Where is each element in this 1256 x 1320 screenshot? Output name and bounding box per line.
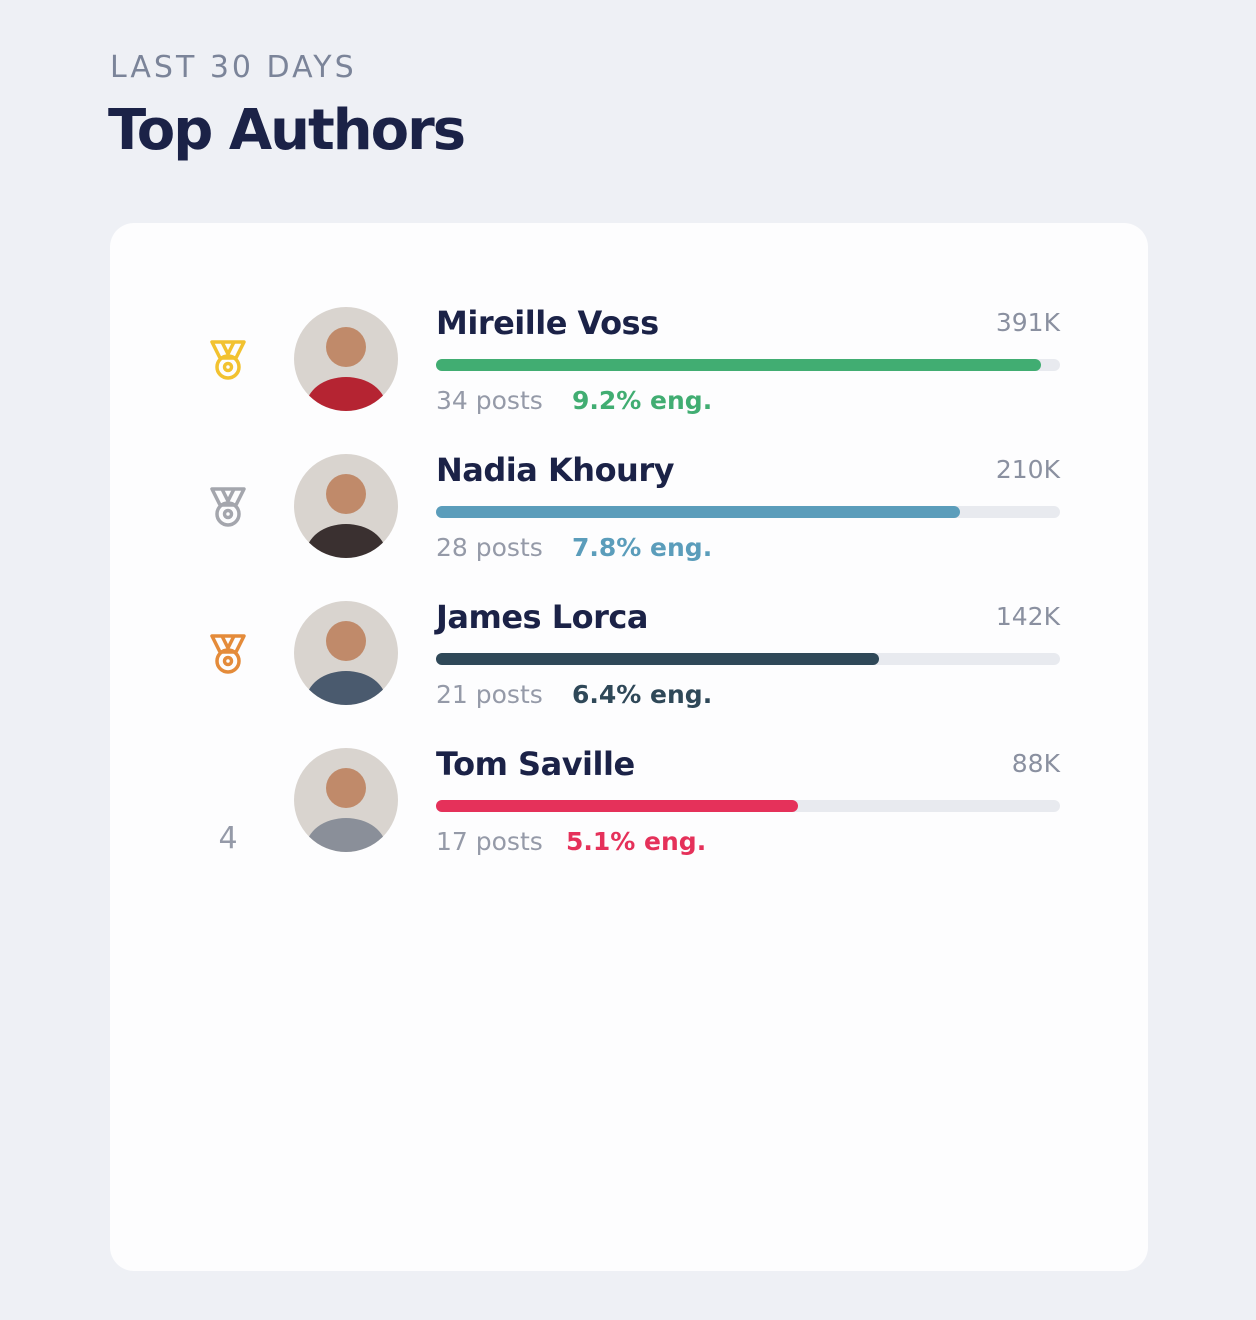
engagement: 5.1% eng. (566, 827, 707, 856)
reach: 142K (995, 602, 1060, 631)
bar (436, 800, 798, 812)
author-name: James Lorca (436, 598, 648, 636)
card (110, 223, 1148, 1271)
rank: 4 (218, 821, 238, 856)
medal-icon (210, 487, 246, 527)
bar (436, 653, 880, 665)
author-name: Nadia Khoury (436, 451, 674, 489)
posts: 17 posts (436, 827, 543, 856)
engagement: 7.8% eng. (572, 533, 713, 562)
medal-icon (210, 340, 246, 380)
medal-icon (210, 634, 246, 674)
reach: 210K (995, 455, 1060, 484)
reach: 88K (1011, 749, 1060, 778)
avatar (294, 307, 398, 411)
avatar (294, 454, 398, 558)
engagement: 9.2% eng. (572, 386, 713, 415)
author-name: Tom Saville (436, 745, 635, 783)
posts: 34 posts (436, 386, 543, 415)
title: Top Authors (108, 98, 466, 163)
avatar (294, 748, 398, 852)
bar (436, 359, 1042, 371)
author-name: Mireille Voss (436, 304, 659, 342)
engagement: 6.4% eng. (572, 680, 713, 709)
bar (436, 506, 961, 518)
posts: 28 posts (436, 533, 543, 562)
avatar (294, 601, 398, 705)
reach: 391K (995, 308, 1060, 337)
eyebrow: LAST 30 DAYS (110, 50, 357, 85)
posts: 21 posts (436, 680, 543, 709)
